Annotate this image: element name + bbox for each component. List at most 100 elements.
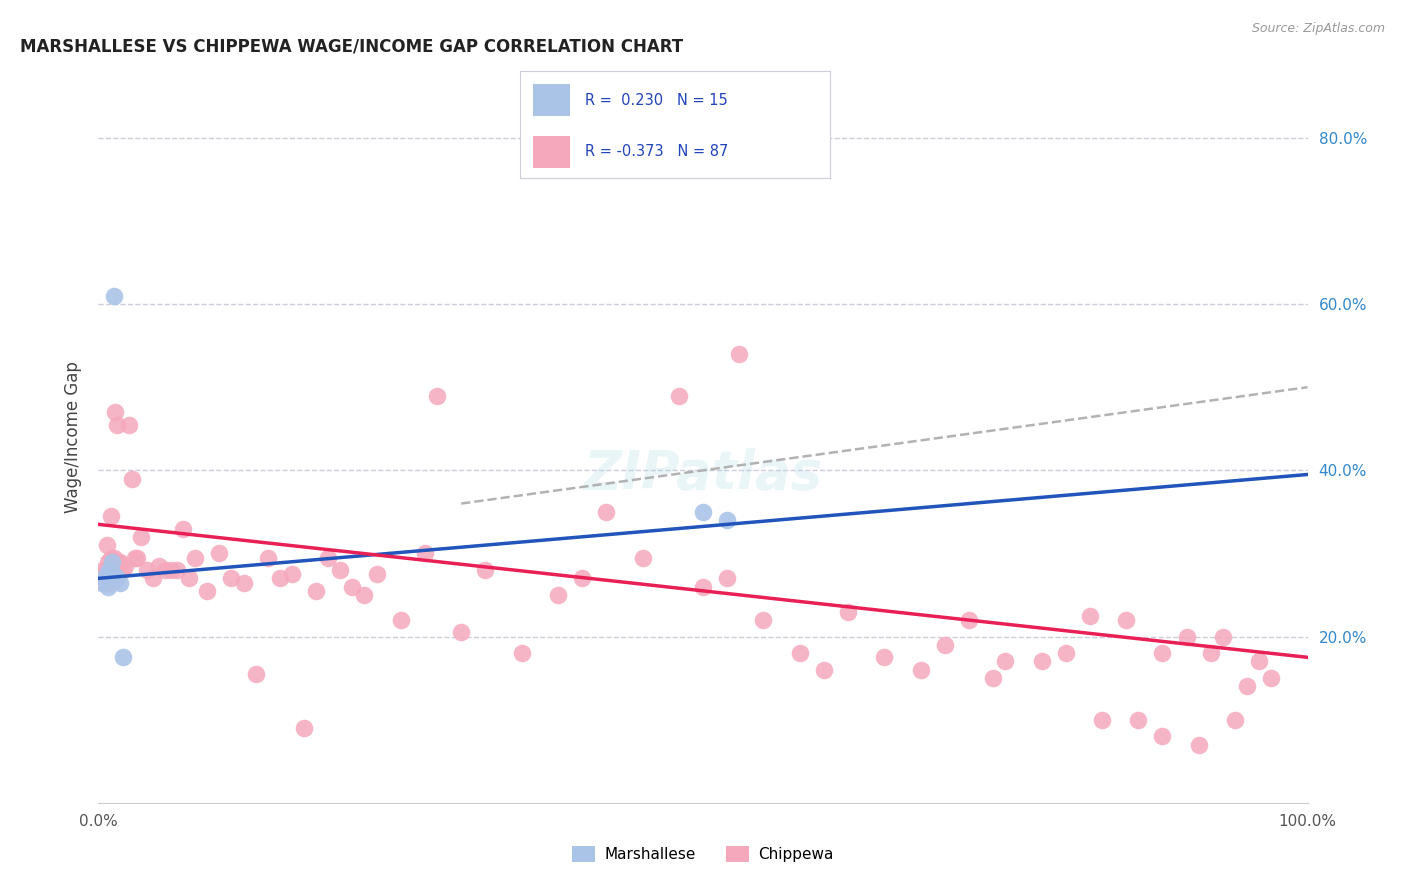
Point bbox=[107, 555, 129, 569]
Point bbox=[631, 550, 654, 565]
Point bbox=[474, 563, 496, 577]
Point bbox=[1249, 655, 1271, 669]
Bar bbox=[533, 136, 569, 168]
Point bbox=[100, 567, 122, 582]
Point bbox=[281, 567, 304, 582]
Point bbox=[148, 558, 170, 573]
Point bbox=[245, 667, 267, 681]
Point bbox=[1152, 646, 1174, 660]
Point bbox=[450, 625, 472, 640]
Point bbox=[124, 550, 146, 565]
Point bbox=[111, 563, 134, 577]
Point bbox=[118, 417, 141, 432]
Point bbox=[105, 417, 128, 432]
Point bbox=[292, 721, 315, 735]
Point bbox=[100, 509, 122, 524]
Point bbox=[716, 571, 738, 585]
Point bbox=[221, 571, 243, 585]
Point bbox=[1054, 646, 1077, 660]
Point bbox=[104, 405, 127, 419]
Point bbox=[93, 571, 115, 585]
Point bbox=[166, 563, 188, 577]
Point bbox=[305, 583, 328, 598]
Point bbox=[94, 571, 117, 585]
Point bbox=[1223, 713, 1246, 727]
Point bbox=[1128, 713, 1150, 727]
Point bbox=[184, 550, 207, 565]
Point bbox=[97, 555, 120, 569]
Point bbox=[728, 347, 751, 361]
Point bbox=[195, 583, 218, 598]
Point bbox=[692, 580, 714, 594]
Point bbox=[100, 555, 122, 569]
Point bbox=[813, 663, 835, 677]
Point bbox=[111, 650, 134, 665]
Point bbox=[93, 575, 115, 590]
Point bbox=[1115, 613, 1137, 627]
Point bbox=[426, 388, 449, 402]
Point bbox=[129, 530, 152, 544]
Point bbox=[1188, 738, 1211, 752]
Point bbox=[571, 571, 593, 585]
Point bbox=[329, 563, 352, 577]
Point bbox=[101, 567, 124, 582]
Point bbox=[595, 505, 617, 519]
Point bbox=[1078, 608, 1101, 623]
Point bbox=[1175, 630, 1198, 644]
Point bbox=[256, 550, 278, 565]
Point bbox=[121, 472, 143, 486]
Point bbox=[103, 289, 125, 303]
Point bbox=[135, 563, 157, 577]
Text: R = -0.373   N = 87: R = -0.373 N = 87 bbox=[585, 145, 728, 159]
Point bbox=[91, 575, 114, 590]
Point bbox=[108, 555, 131, 569]
Point bbox=[98, 563, 121, 577]
Point bbox=[96, 538, 118, 552]
Point bbox=[510, 646, 533, 660]
Text: Source: ZipAtlas.com: Source: ZipAtlas.com bbox=[1251, 22, 1385, 36]
Point bbox=[981, 671, 1004, 685]
Point bbox=[692, 505, 714, 519]
Point bbox=[127, 550, 149, 565]
Point bbox=[153, 563, 176, 577]
Point bbox=[957, 613, 980, 627]
Point bbox=[100, 575, 122, 590]
Bar bbox=[533, 84, 569, 116]
Text: ZIPatlas: ZIPatlas bbox=[583, 448, 823, 500]
Point bbox=[547, 588, 569, 602]
Point bbox=[716, 513, 738, 527]
Point bbox=[91, 563, 114, 577]
Legend: Marshallese, Chippewa: Marshallese, Chippewa bbox=[567, 840, 839, 868]
Point bbox=[103, 550, 125, 565]
Point bbox=[108, 575, 131, 590]
Point bbox=[160, 563, 183, 577]
Text: R =  0.230   N = 15: R = 0.230 N = 15 bbox=[585, 93, 728, 108]
Point bbox=[668, 388, 690, 402]
Point bbox=[91, 567, 114, 582]
Point bbox=[94, 563, 117, 577]
Point bbox=[994, 655, 1017, 669]
Point bbox=[873, 650, 896, 665]
Point bbox=[366, 567, 388, 582]
Point bbox=[1152, 729, 1174, 743]
Point bbox=[1199, 646, 1222, 660]
Point bbox=[1236, 680, 1258, 694]
Point bbox=[100, 550, 122, 565]
Point bbox=[114, 558, 136, 573]
Y-axis label: Wage/Income Gap: Wage/Income Gap bbox=[63, 361, 82, 513]
Point bbox=[910, 663, 932, 677]
Point bbox=[172, 521, 194, 535]
Point bbox=[105, 571, 128, 585]
Point bbox=[101, 563, 124, 577]
Point bbox=[837, 605, 859, 619]
Point bbox=[752, 613, 775, 627]
Point bbox=[1091, 713, 1114, 727]
Point bbox=[413, 546, 436, 560]
Point bbox=[789, 646, 811, 660]
Point bbox=[1031, 655, 1053, 669]
Point bbox=[96, 567, 118, 582]
Point bbox=[389, 613, 412, 627]
Text: MARSHALLESE VS CHIPPEWA WAGE/INCOME GAP CORRELATION CHART: MARSHALLESE VS CHIPPEWA WAGE/INCOME GAP … bbox=[20, 38, 683, 56]
Point bbox=[98, 575, 121, 590]
Point bbox=[179, 571, 201, 585]
